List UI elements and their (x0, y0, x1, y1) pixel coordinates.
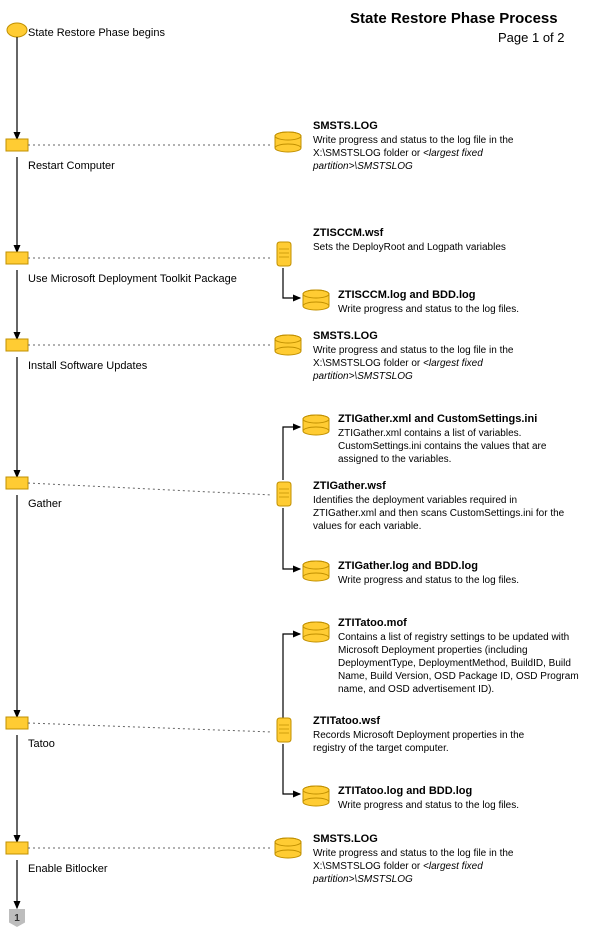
step-label-bitlocker: Enable Bitlocker (28, 863, 108, 875)
file-desc: Write progress and status to the log fil… (338, 303, 568, 316)
db-icon (303, 622, 329, 642)
db-icon (303, 786, 329, 806)
step-label-gather: Gather (28, 498, 62, 510)
file-desc: Records Microsoft Deployment properties … (313, 729, 553, 755)
db-icon (303, 290, 329, 310)
file-title: ZTIGather.log and BDD.log (338, 560, 478, 572)
file-title: ZTISCCM.wsf (313, 227, 383, 239)
step-label-mdt: Use Microsoft Deployment Toolkit Package (28, 273, 237, 285)
file-title: ZTIGather.wsf (313, 480, 386, 492)
step-tatoo-icon (6, 717, 28, 729)
step-restart-icon (6, 139, 28, 151)
file-title: SMSTS.LOG (313, 120, 378, 132)
file-desc: Identifies the deployment variables requ… (313, 494, 573, 533)
file-desc: Sets the DeployRoot and Logpath variable… (313, 241, 523, 254)
step-label-restart: Restart Computer (28, 160, 115, 172)
diagram-canvas: State Restore Phase Process Page 1 of 2 (0, 0, 593, 929)
step-gather-icon (6, 477, 28, 489)
file-title: ZTIGather.xml and CustomSettings.ini (338, 413, 537, 425)
file-desc: Write progress and status to the log fil… (338, 574, 568, 587)
file-title: ZTISCCM.log and BDD.log (338, 289, 475, 301)
file-title: ZTITatoo.mof (338, 617, 407, 629)
step-mdt-icon (6, 252, 28, 264)
step-label-updates: Install Software Updates (28, 360, 147, 372)
script-icon (277, 718, 291, 742)
file-desc: Write progress and status to the log fil… (313, 344, 548, 383)
db-icon (275, 838, 301, 858)
file-desc: Write progress and status to the log fil… (338, 799, 568, 812)
db-icon (275, 132, 301, 152)
step-bitlocker-icon (6, 842, 28, 854)
db-icon (303, 561, 329, 581)
script-icon (277, 482, 291, 506)
db-icon (303, 415, 329, 435)
db-icon (275, 335, 301, 355)
file-desc: ZTIGather.xml contains a list of variabl… (338, 427, 568, 466)
start-label: State Restore Phase begins (28, 27, 165, 39)
dotted-connectors (28, 145, 272, 848)
file-desc: Contains a list of registry settings to … (338, 631, 583, 696)
file-desc: Write progress and status to the log fil… (313, 847, 548, 886)
file-desc: Write progress and status to the log fil… (313, 134, 548, 173)
step-label-tatoo: Tatoo (28, 738, 55, 750)
file-title: ZTITatoo.wsf (313, 715, 380, 727)
file-title: SMSTS.LOG (313, 833, 378, 845)
start-node-icon (7, 23, 27, 37)
script-icon (277, 242, 291, 266)
file-title: SMSTS.LOG (313, 330, 378, 342)
file-title: ZTITatoo.log and BDD.log (338, 785, 472, 797)
step-updates-icon (6, 339, 28, 351)
